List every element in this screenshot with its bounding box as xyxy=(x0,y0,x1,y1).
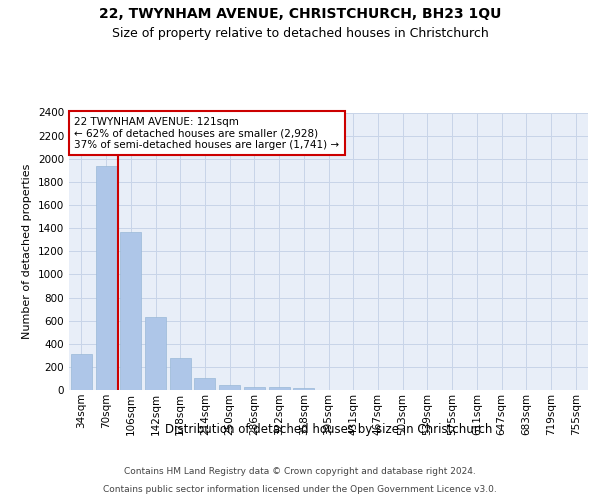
Bar xyxy=(145,317,166,390)
Y-axis label: Number of detached properties: Number of detached properties xyxy=(22,164,32,339)
Bar xyxy=(170,358,191,390)
Text: Size of property relative to detached houses in Christchurch: Size of property relative to detached ho… xyxy=(112,28,488,40)
Text: Contains public sector information licensed under the Open Government Licence v3: Contains public sector information licen… xyxy=(103,485,497,494)
Bar xyxy=(194,378,215,390)
Text: Distribution of detached houses by size in Christchurch: Distribution of detached houses by size … xyxy=(165,422,493,436)
Text: 22, TWYNHAM AVENUE, CHRISTCHURCH, BH23 1QU: 22, TWYNHAM AVENUE, CHRISTCHURCH, BH23 1… xyxy=(99,8,501,22)
Text: 22 TWYNHAM AVENUE: 121sqm
← 62% of detached houses are smaller (2,928)
37% of se: 22 TWYNHAM AVENUE: 121sqm ← 62% of detac… xyxy=(74,116,340,150)
Bar xyxy=(219,385,240,390)
Bar xyxy=(293,388,314,390)
Bar xyxy=(244,387,265,390)
Bar xyxy=(71,354,92,390)
Bar xyxy=(95,166,116,390)
Bar xyxy=(269,388,290,390)
Bar xyxy=(120,232,141,390)
Text: Contains HM Land Registry data © Crown copyright and database right 2024.: Contains HM Land Registry data © Crown c… xyxy=(124,468,476,476)
